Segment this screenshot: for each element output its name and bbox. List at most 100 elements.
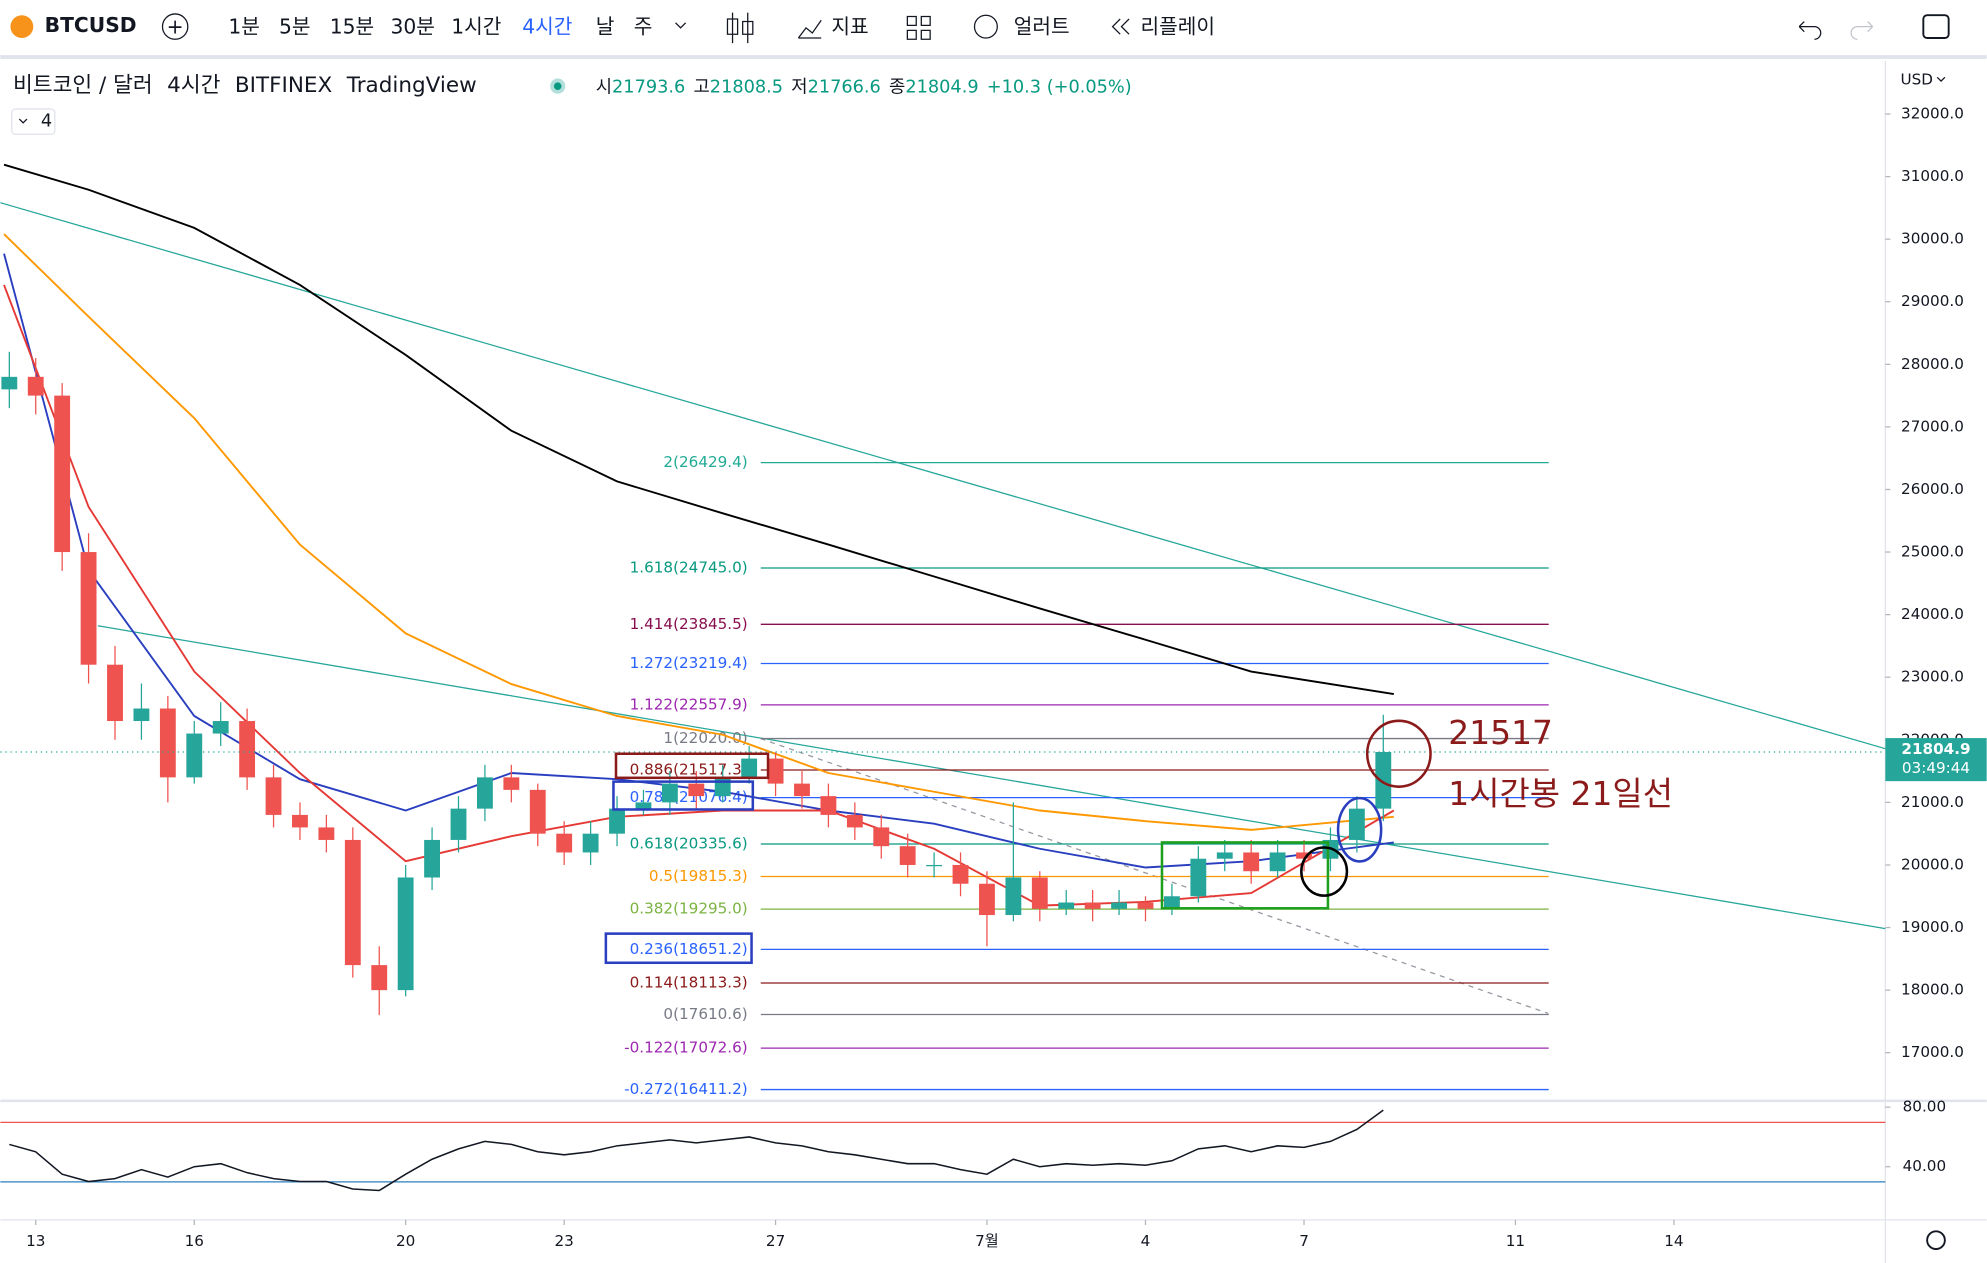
fullscreen-button[interactable] xyxy=(1922,14,1950,39)
legend-title: 비트코인 / 달러 4시간 BITFINEX TradingView xyxy=(13,73,477,98)
candle-body xyxy=(1243,852,1260,872)
rsi-tick-label: 40.00 xyxy=(1903,1157,1946,1175)
indicator-toggle[interactable] xyxy=(11,108,56,135)
interval[interactable]: 1분 xyxy=(228,14,260,38)
candle-body xyxy=(133,708,150,722)
chart-type-button[interactable] xyxy=(726,12,754,44)
layout-button[interactable] xyxy=(906,15,931,40)
redo-button[interactable] xyxy=(1850,21,1874,40)
ohlc-value: 21766.6 xyxy=(808,77,881,97)
fib-label: 0.5(19815.3) xyxy=(649,867,748,885)
indicators-button[interactable]: 지표 xyxy=(831,14,868,38)
interval[interactable]: 날 xyxy=(596,14,615,38)
interval-dropdown[interactable] xyxy=(675,22,687,29)
compare-button[interactable] xyxy=(161,13,189,40)
moving-average xyxy=(3,233,1394,831)
currency[interactable]: USD xyxy=(1901,70,1933,88)
legend-interval: 4시간 xyxy=(167,73,220,98)
y-tick-label: 30000.0 xyxy=(1901,230,1964,248)
annotation-text: 1시간봉 21일선 xyxy=(1448,774,1673,813)
highlight-circle xyxy=(1365,719,1432,788)
candle-body xyxy=(846,814,863,828)
candle-body xyxy=(450,808,467,840)
interval[interactable]: 30분 xyxy=(391,14,435,38)
fib-label: 0(17610.6) xyxy=(663,1005,747,1023)
interval[interactable]: 1시간 xyxy=(451,14,501,38)
ohlc-value: 21804.9 xyxy=(905,77,978,97)
currency-dropdown xyxy=(1936,76,1946,82)
replay-icon xyxy=(1111,18,1130,35)
candle-body xyxy=(54,395,71,553)
candle-body xyxy=(107,664,123,722)
x-tick-label: 7월 xyxy=(975,1232,999,1250)
candle-body xyxy=(476,777,493,809)
interval-active[interactable]: 4시간 xyxy=(522,14,572,38)
x-tick-label: 16 xyxy=(185,1232,204,1250)
fib-label: 2(26429.4) xyxy=(663,453,747,471)
trend-line xyxy=(97,625,1886,930)
range-box xyxy=(1160,841,1330,910)
legend-name: 비트코인 / 달러 xyxy=(13,73,153,98)
y-tick-label: 17000.0 xyxy=(1901,1043,1964,1061)
fib-label: 0.236(18651.2) xyxy=(630,940,748,958)
candle-body xyxy=(159,708,176,778)
candle-body xyxy=(794,783,810,797)
y-tick-label: 18000.0 xyxy=(1901,981,1964,999)
candle-body xyxy=(926,864,943,867)
market-status-dot xyxy=(553,82,562,90)
candle-body xyxy=(714,777,731,797)
candle-body xyxy=(661,783,678,803)
y-tick-label: 25000.0 xyxy=(1901,543,1964,561)
candle-body xyxy=(1031,877,1048,909)
interval[interactable]: 15분 xyxy=(330,14,374,38)
x-tick-label: 23 xyxy=(555,1232,574,1250)
candle-body xyxy=(556,833,573,853)
candle-body xyxy=(820,796,837,815)
ohlc-value: 21808.5 xyxy=(710,77,783,97)
candle-body xyxy=(1216,852,1233,859)
ohlc-label: 고 xyxy=(693,77,709,97)
last-price-label: 21804.9 xyxy=(1901,740,1970,758)
candle-body xyxy=(1,376,18,390)
fib-label: 1(22020.0) xyxy=(663,729,747,747)
candle-body xyxy=(186,733,203,778)
x-tick-label: 14 xyxy=(1664,1232,1683,1250)
y-tick-label: 21000.0 xyxy=(1901,793,1964,811)
candle-body xyxy=(1190,858,1207,897)
settings-button[interactable] xyxy=(1926,1230,1946,1251)
candle-body xyxy=(899,846,916,865)
candle-body xyxy=(582,833,599,853)
candle-body xyxy=(688,783,705,797)
y-tick-label: 29000.0 xyxy=(1901,292,1964,310)
legend-exchange: BITFINEX xyxy=(235,73,333,98)
symbol[interactable]: BTCUSD xyxy=(45,13,137,37)
interval[interactable]: 주 xyxy=(634,14,653,38)
alerts-button[interactable]: 얼러트 xyxy=(1014,14,1070,38)
ohlc-label: 저 xyxy=(791,76,807,97)
replay-button[interactable]: 리플레이 xyxy=(1140,14,1215,38)
candle-body xyxy=(952,864,969,884)
ohlc-change: +10.3 (+0.05%) xyxy=(987,77,1132,97)
ohlc-label: 시 xyxy=(596,77,612,97)
fib-label: 1.122(22557.9) xyxy=(630,695,748,713)
candle-body xyxy=(873,827,890,847)
undo-button[interactable] xyxy=(1798,21,1822,40)
fib-label: -0.272(16411.2) xyxy=(624,1080,748,1098)
x-tick-label: 11 xyxy=(1506,1232,1525,1250)
interval[interactable]: 5분 xyxy=(279,14,311,38)
fib-label: -0.122(17072.6) xyxy=(624,1039,748,1057)
highlight-circle xyxy=(1300,846,1349,897)
ohlc-label: 종 xyxy=(889,77,905,97)
x-tick-label: 7 xyxy=(1299,1232,1309,1250)
indicators-icon xyxy=(797,19,822,39)
alert-icon xyxy=(973,14,998,39)
y-tick-label: 27000.0 xyxy=(1901,417,1964,435)
annotation-text: 21517 xyxy=(1448,713,1553,752)
candle-body xyxy=(1348,808,1365,840)
y-tick-label: 26000.0 xyxy=(1901,480,1964,498)
legend-ohlc: 시21793.6 고21808.5 저21766.6 종21804.9 +10.… xyxy=(596,76,1132,97)
candle-body xyxy=(1269,852,1286,872)
